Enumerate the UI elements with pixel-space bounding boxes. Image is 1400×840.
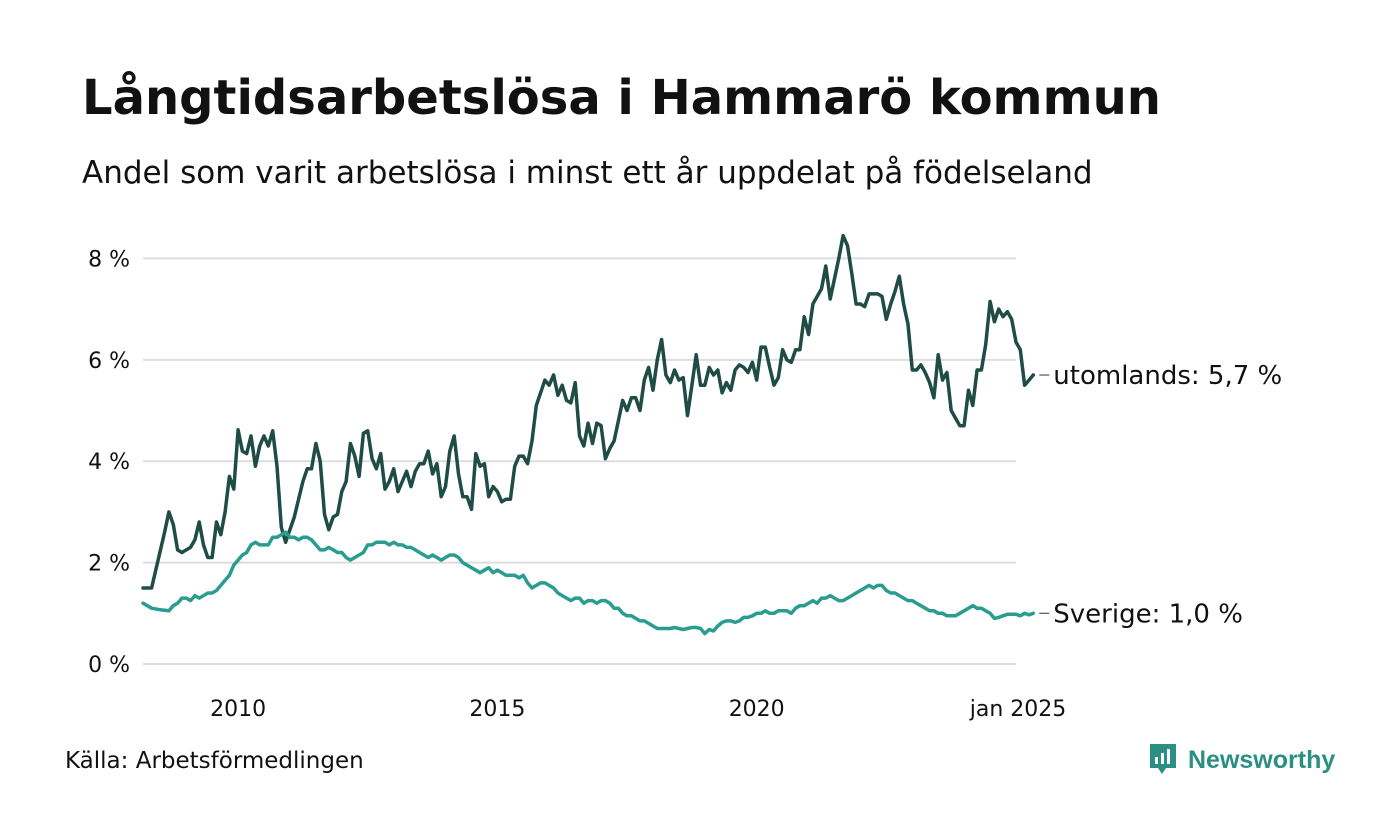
- chart-title: Långtidsarbetslösa i Hammarö kommun: [82, 70, 1161, 126]
- series-end-label: Sverige: 1,0 %: [1053, 599, 1243, 629]
- x-axis: 2010 2015 2020 jan 2025: [210, 697, 1066, 722]
- series-line-utomlands: [141, 233, 1036, 590]
- x-tick-label: jan 2025: [969, 697, 1067, 722]
- series-line-sverige: [141, 530, 1036, 636]
- x-tick-label: 2010: [210, 697, 266, 722]
- newsworthy-logo-icon: [1150, 744, 1176, 774]
- series-labels: utomlands: 5,7 % Sverige: 1,0 %: [1039, 361, 1282, 629]
- gridlines: [143, 257, 1016, 665]
- y-tick-label: 4 %: [88, 450, 130, 475]
- series-lines: [141, 233, 1036, 636]
- series-end-label: utomlands: 5,7 %: [1053, 361, 1282, 391]
- x-tick-label: 2015: [469, 697, 525, 722]
- brand-name: Newsworthy: [1188, 745, 1336, 774]
- chart-subtitle: Andel som varit arbetslösa i minst ett å…: [82, 155, 1093, 191]
- x-tick-label: 2020: [729, 697, 785, 722]
- y-tick-label: 0 %: [88, 653, 130, 678]
- y-axis: 0 % 2 % 4 % 6 % 8 %: [88, 247, 130, 678]
- y-tick-label: 2 %: [88, 552, 130, 577]
- y-tick-label: 8 %: [88, 247, 130, 272]
- brand-logo: Newsworthy: [1148, 742, 1335, 778]
- source-note: Källa: Arbetsförmedlingen: [65, 748, 364, 774]
- y-tick-label: 6 %: [88, 349, 130, 374]
